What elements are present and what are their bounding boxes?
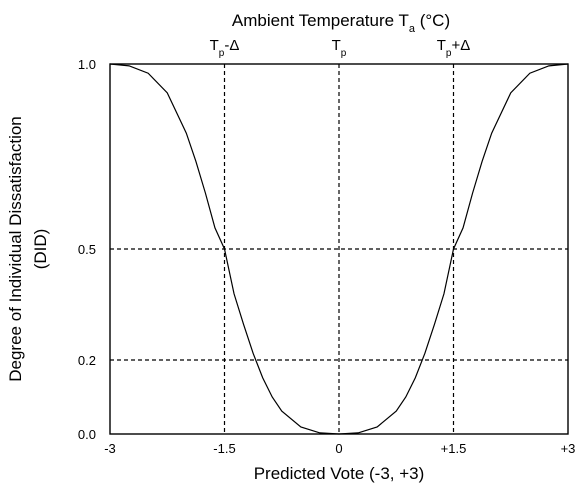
y-axis-label-line2: (DID) bbox=[31, 229, 50, 270]
plot-frame bbox=[109, 63, 569, 435]
top-axis-ticks: Tp-Δ Tp Tp+Δ bbox=[210, 37, 471, 59]
y-axis-ticks: 0.0 0.2 0.5 1.0 bbox=[78, 57, 96, 442]
x-tick-label: -3 bbox=[104, 441, 116, 456]
x-tick-label: +1.5 bbox=[441, 441, 467, 456]
reference-lines bbox=[110, 64, 568, 434]
y-tick-label: 0.2 bbox=[78, 353, 96, 368]
y-tick-label: 0.5 bbox=[78, 242, 96, 257]
y-tick-label: 0.0 bbox=[78, 427, 96, 442]
top-axis-title-sub: a bbox=[409, 23, 416, 35]
x-axis-ticks: -3 -1.5 0 +1.5 +3 bbox=[104, 441, 575, 456]
y-tick-label: 1.0 bbox=[78, 57, 96, 72]
x-axis-label: Predicted Vote (-3, +3) bbox=[254, 464, 425, 483]
top-axis-title: Ambient Temperature Ta (°C) bbox=[232, 11, 450, 35]
top-axis-title-unit: (°C) bbox=[415, 11, 450, 30]
top-axis-title-main: Ambient Temperature T bbox=[232, 11, 409, 30]
top-tick-label: Tp bbox=[332, 37, 347, 59]
x-tick-label: -1.5 bbox=[213, 441, 235, 456]
x-tick-label: +3 bbox=[561, 441, 576, 456]
top-tick-label: Tp+Δ bbox=[437, 37, 471, 59]
top-tick-label: Tp-Δ bbox=[210, 37, 240, 59]
x-tick-label: 0 bbox=[335, 441, 342, 456]
y-axis-label-line1: Degree of Individual Dissatisfaction bbox=[6, 116, 25, 382]
